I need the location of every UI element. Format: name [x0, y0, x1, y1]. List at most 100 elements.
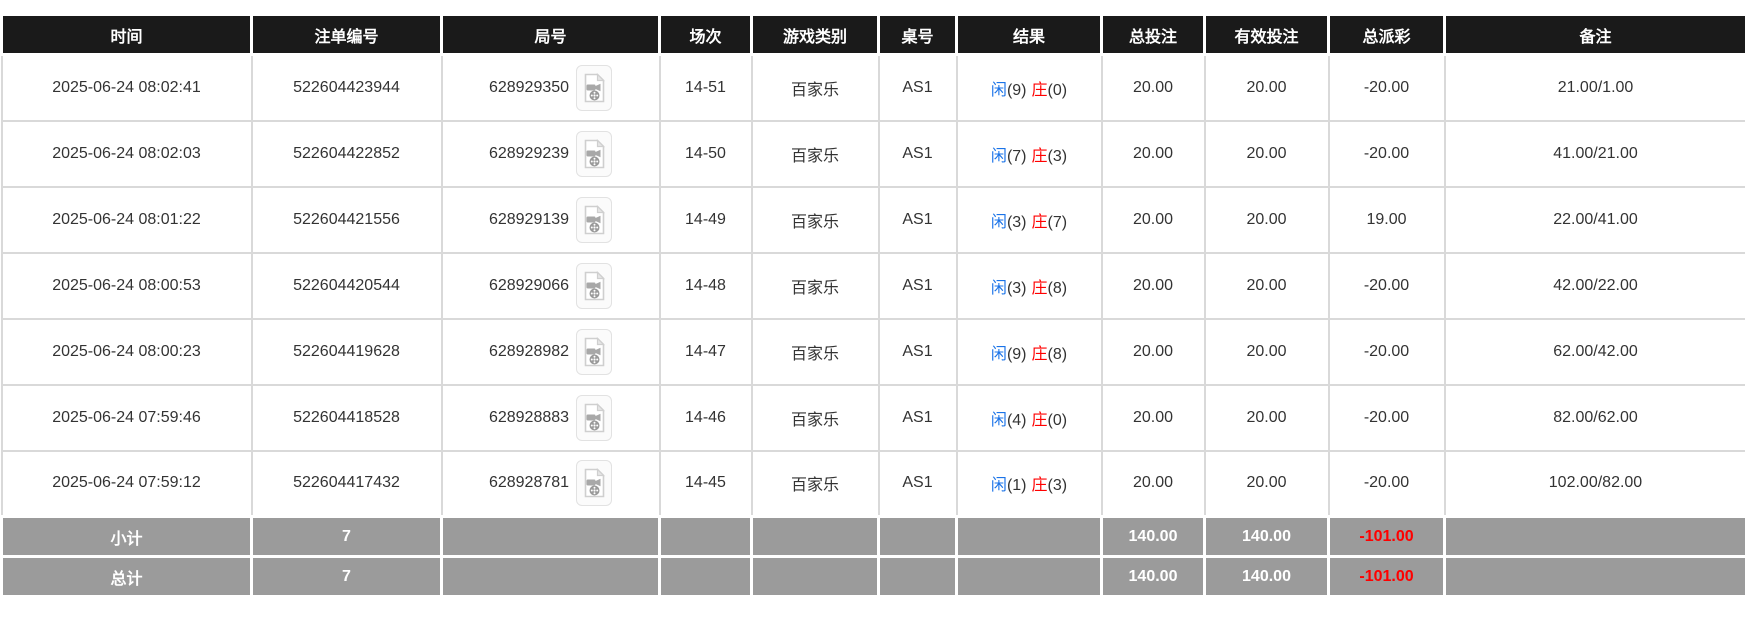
result-cell: 闲(3) 庄(7): [955, 185, 1103, 254]
time-cell: 2025-06-24 08:02:41: [0, 53, 253, 122]
banker-result-score: (0): [1047, 411, 1068, 429]
empty-cell: [877, 555, 958, 598]
summary-row: 小计 7 140.00 140.00 -101.00: [0, 515, 1745, 558]
bet-record-row: 2025-06-24 07:59:12 522604417432 6289287…: [0, 449, 1745, 518]
bet-records-table: 时间 注单编号 局号 场次 游戏类别 桌号 结果 总投注 有效投注 总派彩 备注 2025-06-2…: [0, 13, 1745, 598]
video-replay-button[interactable]: [576, 328, 613, 375]
total-payout-cell: -20.00: [1327, 53, 1446, 122]
banker-result-label: 庄: [1031, 213, 1048, 231]
summary-row: 总计 7 140.00 140.00 -101.00: [0, 555, 1745, 598]
remark-cell: 62.00/42.00: [1443, 317, 1745, 386]
banker-result-label: 庄: [1031, 411, 1048, 429]
time-cell: 2025-06-24 08:00:23: [0, 317, 253, 386]
result-cell: 闲(9) 庄(8): [955, 317, 1103, 386]
total-bet-cell: 20.00: [1100, 383, 1206, 452]
total-payout-cell: -20.00: [1327, 317, 1446, 386]
video-replay-button[interactable]: [576, 460, 613, 507]
bet-id-cell: 522604423944: [250, 53, 443, 122]
banker-result-label: 庄: [1031, 81, 1048, 99]
player-result-label: 闲: [990, 411, 1007, 429]
session-cell: 14-49: [658, 185, 753, 254]
player-result-label: 闲: [990, 147, 1007, 165]
round-cell: 628928982: [440, 317, 661, 386]
bet-id-cell: 522604422852: [250, 119, 443, 188]
bet-id-cell: 522604421556: [250, 185, 443, 254]
banker-result-score: (8): [1047, 345, 1068, 363]
video-file-icon: [584, 336, 605, 366]
bet-record-row: 2025-06-24 08:00:23 522604419628 6289289…: [0, 317, 1745, 386]
table-no-cell: AS1: [877, 317, 958, 386]
session-cell: 14-48: [658, 251, 753, 320]
empty-cell: [955, 555, 1103, 598]
banker-result-label: 庄: [1031, 147, 1048, 165]
result-cell: 闲(3) 庄(8): [955, 251, 1103, 320]
player-result-score: (3): [1006, 213, 1027, 231]
empty-cell: [440, 515, 661, 558]
round-cell: 628929239: [440, 119, 661, 188]
empty-cell: [1443, 555, 1745, 598]
round-cell: 628929350: [440, 53, 661, 122]
player-result-label: 闲: [990, 477, 1007, 495]
round-number: 628929239: [488, 144, 570, 162]
round-cell: 628929066: [440, 251, 661, 320]
bet-record-row: 2025-06-24 08:02:41 522604423944 6289293…: [0, 53, 1745, 122]
result-cell: 闲(9) 庄(0): [955, 53, 1103, 122]
total-bet-cell: 20.00: [1100, 185, 1206, 254]
table-header-row: 时间 注单编号 局号 场次 游戏类别 桌号 结果 总投注 有效投注 总派彩 备注: [0, 13, 1745, 56]
video-replay-button[interactable]: [576, 262, 613, 309]
video-replay-button[interactable]: [576, 130, 613, 177]
summary-total-bet-cell: 140.00: [1100, 555, 1206, 598]
round-number: 628928883: [488, 408, 570, 426]
result-cell: 闲(7) 庄(3): [955, 119, 1103, 188]
bet-record-row: 2025-06-24 08:00:53 522604420544 6289290…: [0, 251, 1745, 320]
summary-valid-bet-cell: 140.00: [1203, 515, 1330, 558]
banker-result-label: 庄: [1031, 279, 1048, 297]
player-result-label: 闲: [990, 279, 1007, 297]
session-cell: 14-47: [658, 317, 753, 386]
valid-bet-cell: 20.00: [1203, 317, 1330, 386]
empty-cell: [1443, 515, 1745, 558]
total-bet-cell: 20.00: [1100, 251, 1206, 320]
round-number: 628928982: [488, 342, 570, 360]
round-number: 628929066: [488, 276, 570, 294]
bet-id-cell: 522604417432: [250, 449, 443, 518]
table-no-cell: AS1: [877, 251, 958, 320]
total-payout-cell: -20.00: [1327, 251, 1446, 320]
column-header-table_no: 桌号: [877, 13, 958, 56]
banker-result-label: 庄: [1031, 345, 1048, 363]
player-result-label: 闲: [990, 345, 1007, 363]
round-cell: 628928781: [440, 449, 661, 518]
player-result-score: (7): [1006, 147, 1027, 165]
video-replay-button[interactable]: [576, 394, 613, 441]
column-header-remark: 备注: [1443, 13, 1745, 56]
table-no-cell: AS1: [877, 449, 958, 518]
player-result-score: (4): [1006, 411, 1027, 429]
round-number: 628929350: [488, 78, 570, 96]
game-type-cell: 百家乐: [750, 185, 880, 254]
result-cell: 闲(1) 庄(3): [955, 449, 1103, 518]
empty-cell: [658, 555, 753, 598]
banker-result-score: (7): [1047, 213, 1068, 231]
round-cell: 628929139: [440, 185, 661, 254]
video-file-icon: [584, 204, 605, 234]
bet-history-page: 时间 注单编号 局号 场次 游戏类别 桌号 结果 总投注 有效投注 总派彩 备注 2025-06-2…: [0, 13, 1745, 598]
video-file-icon: [584, 402, 605, 432]
empty-cell: [750, 515, 880, 558]
game-type-cell: 百家乐: [750, 53, 880, 122]
summary-total-payout-cell: -101.00: [1327, 555, 1446, 598]
total-payout-cell: -20.00: [1327, 383, 1446, 452]
bet-record-row: 2025-06-24 08:01:22 522604421556 6289291…: [0, 185, 1745, 254]
column-header-bet_id: 注单编号: [250, 13, 443, 56]
banker-result-score: (8): [1047, 279, 1068, 297]
valid-bet-cell: 20.00: [1203, 185, 1330, 254]
valid-bet-cell: 20.00: [1203, 119, 1330, 188]
valid-bet-cell: 20.00: [1203, 251, 1330, 320]
player-result-score: (1): [1006, 477, 1027, 495]
round-number: 628928781: [488, 474, 570, 492]
table-no-cell: AS1: [877, 119, 958, 188]
video-replay-button[interactable]: [576, 196, 613, 243]
player-result-label: 闲: [990, 81, 1007, 99]
column-header-time: 时间: [0, 13, 253, 56]
table-no-cell: AS1: [877, 185, 958, 254]
video-replay-button[interactable]: [576, 64, 613, 111]
